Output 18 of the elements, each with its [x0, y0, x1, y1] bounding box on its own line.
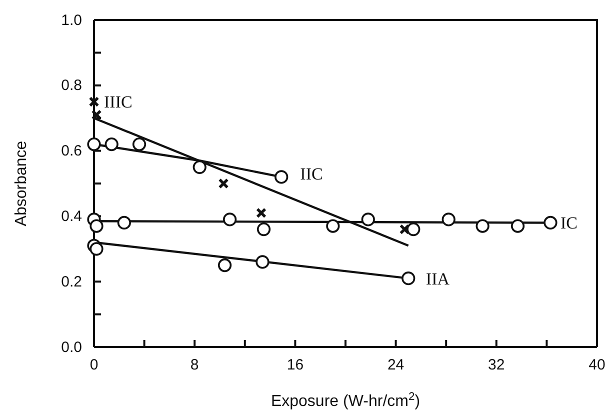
annotation: IIA: [426, 269, 450, 288]
x-tick-label: 0: [90, 356, 98, 374]
x-tick-label: 32: [488, 356, 505, 374]
y-tick-label: 1.0: [61, 12, 82, 29]
x-tick-label: 40: [588, 356, 606, 374]
annotation: IC: [560, 214, 578, 233]
y-axis-title: Absorbance: [13, 140, 30, 226]
x-axis-title: Exposure (W-hr/cm$^{2}$): [270, 391, 420, 410]
x-tick-label: 24: [387, 356, 404, 374]
annotation: IIIC: [104, 92, 132, 112]
y-tick-label: 0.8: [61, 77, 82, 94]
annotation: IIC: [300, 164, 323, 184]
y-tick-label: 0.4: [61, 208, 82, 225]
x-tick-label: 8: [190, 356, 199, 374]
x-tick-label: 16: [286, 356, 304, 374]
y-tick-label: 0.0: [61, 338, 82, 356]
y-tick-label: 0.2: [61, 273, 82, 290]
y-tick-label: 0.6: [61, 142, 82, 160]
